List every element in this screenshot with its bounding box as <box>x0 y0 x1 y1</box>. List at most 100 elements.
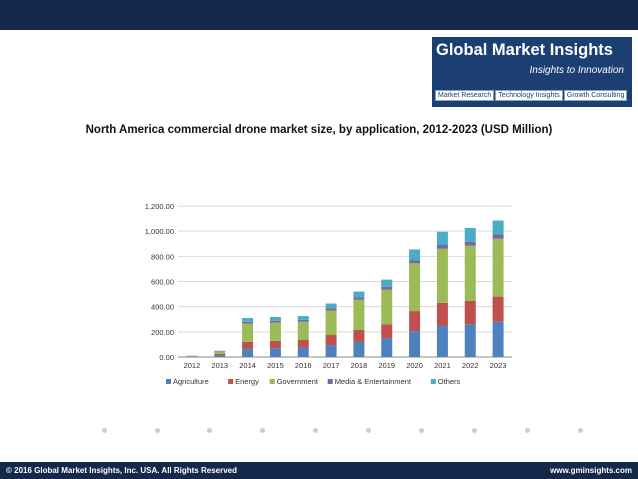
bar-agriculture-2021 <box>436 325 448 357</box>
bar-others-2016 <box>297 316 309 320</box>
bar-government-2015 <box>269 322 281 341</box>
bar-government-2014 <box>242 323 254 342</box>
bar-media-entertainment-2023 <box>492 234 504 239</box>
bar-government-2012 <box>186 355 198 357</box>
legend-label: Others <box>438 377 461 386</box>
bar-energy-2020 <box>409 311 421 332</box>
x-tick-label: 2023 <box>490 361 507 370</box>
bar-energy-2017 <box>325 334 337 346</box>
bar-government-2020 <box>409 263 421 312</box>
footer-bar: © 2016 Global Market Insights, Inc. USA.… <box>0 462 638 479</box>
bar-agriculture-2020 <box>409 331 421 357</box>
legend-label: Agriculture <box>173 377 209 386</box>
bar-government-2021 <box>436 248 448 303</box>
bar-energy-2016 <box>297 340 309 348</box>
bar-others-2019 <box>381 279 393 287</box>
bar-others-2020 <box>409 249 421 261</box>
y-tick-label: 800.00 <box>151 252 174 261</box>
bar-energy-2023 <box>492 296 504 322</box>
legend-swatch <box>430 379 436 384</box>
logo-tagline: Insights to Innovation <box>529 65 624 76</box>
logo-link-market-research: Market Research <box>435 90 495 101</box>
pagination-dot <box>260 428 265 433</box>
bar-energy-2019 <box>381 324 393 339</box>
bar-others-2017 <box>325 303 337 309</box>
bar-media-entertainment-2015 <box>269 320 281 323</box>
x-tick-label: 2022 <box>462 361 479 370</box>
y-tick-label: 0.00 <box>159 353 174 362</box>
bar-government-2023 <box>492 238 504 297</box>
x-tick-label: 2021 <box>434 361 451 370</box>
legend-swatch <box>269 379 275 384</box>
pagination-dot <box>525 428 530 433</box>
legend-label: Energy <box>235 377 259 386</box>
y-tick-label: 400.00 <box>151 303 174 312</box>
bar-others-2022 <box>464 228 476 242</box>
bar-media-entertainment-2014 <box>242 321 254 324</box>
bar-energy-2022 <box>464 301 476 325</box>
pagination-dot <box>419 428 424 433</box>
stacked-bar-chart: 0.00 200.00 400.00 600.00 800.00 1,000.00 1,20… <box>145 202 512 386</box>
pagination-dots <box>0 428 638 436</box>
bar-others-2018 <box>353 291 365 298</box>
bar-media-entertainment-2022 <box>464 241 476 246</box>
x-tick-label: 2014 <box>239 361 256 370</box>
pagination-dot <box>366 428 371 433</box>
bar-agriculture-2018 <box>353 341 365 357</box>
x-tick-label: 2015 <box>267 361 284 370</box>
y-tick-label: 600.00 <box>151 278 174 287</box>
bar-others-2014 <box>242 317 254 322</box>
legend-swatch <box>327 379 333 384</box>
legend-swatch <box>166 379 171 384</box>
legend-label: Government <box>277 377 319 386</box>
bar-agriculture-2017 <box>325 345 337 357</box>
top-header-bar <box>0 0 638 30</box>
bar-media-entertainment-2018 <box>353 297 365 300</box>
bar-media-entertainment-2017 <box>325 308 337 311</box>
pagination-dot <box>207 428 212 433</box>
x-tick-label: 2013 <box>211 361 228 370</box>
bar-agriculture-2019 <box>381 338 393 357</box>
x-tick-label: 2012 <box>184 361 201 370</box>
bar-government-2017 <box>325 310 337 335</box>
y-tick-label: 1,000.00 <box>145 227 174 236</box>
pagination-dot <box>472 428 477 433</box>
x-tick-label: 2017 <box>323 361 340 370</box>
y-tick-label: 1,200.00 <box>145 202 174 211</box>
bar-government-2019 <box>381 289 393 325</box>
bar-media-entertainment-2019 <box>381 286 393 290</box>
bar-others-2021 <box>436 231 448 246</box>
bar-agriculture-2016 <box>297 347 309 357</box>
bar-energy-2015 <box>269 340 281 349</box>
x-tick-label: 2020 <box>406 361 423 370</box>
bar-agriculture-2022 <box>464 324 476 357</box>
pagination-dot <box>155 428 160 433</box>
pagination-dot <box>313 428 318 433</box>
footer-copyright: © 2016 Global Market Insights, Inc. USA.… <box>6 466 237 475</box>
bar-energy-2013 <box>214 353 226 356</box>
x-tick-label: 2019 <box>378 361 395 370</box>
company-logo: Global Market Insights Insights to Innov… <box>432 37 632 107</box>
logo-links: Market Research Technology Insights Grow… <box>435 90 628 101</box>
bar-energy-2018 <box>353 329 365 342</box>
bar-agriculture-2013 <box>214 355 226 357</box>
bar-government-2013 <box>214 351 226 354</box>
bar-energy-2014 <box>242 341 254 349</box>
legend-swatch <box>228 379 234 384</box>
bar-agriculture-2014 <box>242 348 254 357</box>
bar-government-2016 <box>297 321 309 341</box>
logo-link-growth-consulting: Growth Consulting <box>563 90 628 101</box>
x-tick-label: 2016 <box>295 361 312 370</box>
bar-media-entertainment-2020 <box>409 260 421 264</box>
bar-agriculture-2015 <box>269 348 281 357</box>
bar-government-2022 <box>464 245 476 302</box>
logo-title: Global Market Insights <box>436 41 613 59</box>
bar-others-2023 <box>492 220 504 235</box>
bar-others-2015 <box>269 316 281 321</box>
footer-website: www.gminsights.com <box>550 466 632 475</box>
y-tick-label: 200.00 <box>151 328 174 337</box>
x-tick-label: 2018 <box>351 361 368 370</box>
bar-agriculture-2023 <box>492 321 504 357</box>
logo-link-technology-insights: Technology Insights <box>495 90 563 101</box>
pagination-dot <box>102 428 107 433</box>
